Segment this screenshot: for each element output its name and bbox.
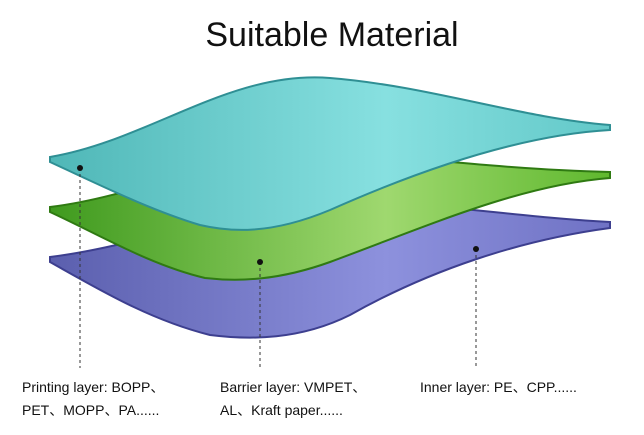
dot (77, 165, 83, 171)
dot (257, 259, 263, 265)
printing-layer-sheet (49, 76, 611, 231)
layer-label: Barrier layer: VMPET、 (220, 379, 366, 395)
layer-label: PET、MOPP、PA...... (22, 402, 159, 418)
layer-label: Printing layer: BOPP、 (22, 379, 164, 395)
dot (473, 246, 479, 252)
leader-lines (79, 168, 477, 368)
layer-label: AL、Kraft paper...... (220, 402, 343, 418)
layer-label: Inner layer: PE、CPP...... (420, 379, 577, 395)
title: Suitable Material (205, 16, 458, 54)
